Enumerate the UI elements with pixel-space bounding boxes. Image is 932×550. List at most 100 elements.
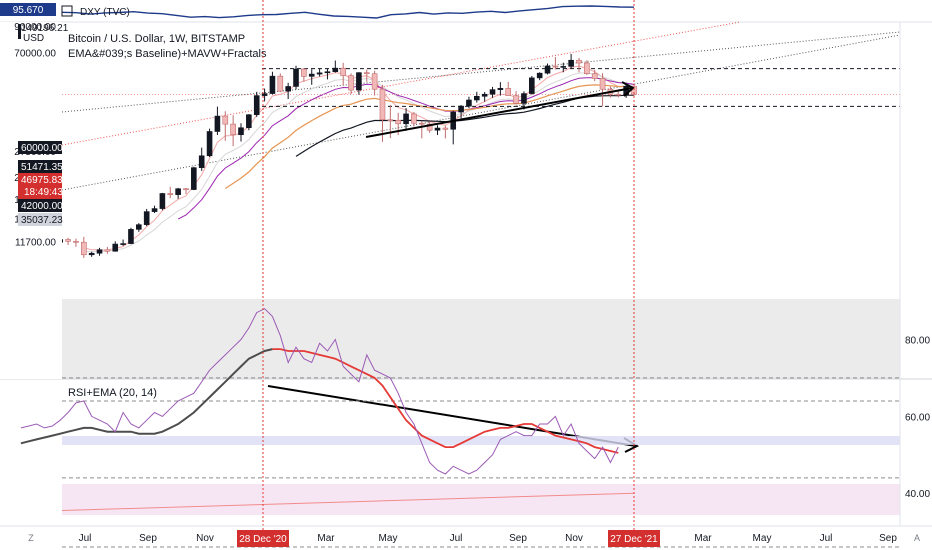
- price-label-stack: 60000.00 51471.35 46975.83 18:49:43 4200…: [18, 141, 63, 226]
- candle-body: [112, 243, 119, 252]
- candle-body: [458, 105, 464, 113]
- trend-lines: [61, 21, 901, 191]
- candle-body: [426, 123, 433, 131]
- time-tick-label: Sep: [139, 533, 157, 544]
- price-label-42000[interactable]: [18, 199, 62, 212]
- dxy-line-layer: [61, 5, 635, 19]
- horizontal-levels: [62, 68, 900, 107]
- candle-body: [261, 93, 268, 96]
- arrow-price-head: [621, 81, 635, 97]
- candle-body: [434, 127, 441, 131]
- scale-marker: [18, 24, 21, 39]
- candle-body: [88, 252, 95, 256]
- candle-body: [332, 67, 339, 73]
- candle-body: [136, 224, 142, 230]
- indicators-legend: EMA&#039;s Baseline)+MAVW+Fractals: [68, 48, 267, 60]
- price-label-text: 42000.00: [21, 201, 63, 212]
- price-tick-label: 11700.00: [15, 237, 56, 248]
- dxy-series-line: [61, 5, 635, 19]
- candle-body: [348, 75, 354, 91]
- price-label-51471[interactable]: [18, 160, 62, 173]
- candle-body: [191, 167, 197, 190]
- dxy-pane: [0, 0, 900, 22]
- candle-body: [246, 114, 252, 129]
- candle-body: [151, 208, 158, 212]
- time-tick-label: Nov: [196, 533, 214, 544]
- time-label-end[interactable]: [608, 530, 660, 547]
- candle-body: [316, 72, 323, 75]
- candle-body: [395, 120, 402, 125]
- main-price-pane[interactable]: [18, 21, 901, 453]
- rsi-title: RSI+EMA (20, 14): [68, 387, 157, 399]
- corner-left-icon[interactable]: Z: [28, 533, 34, 543]
- ema-medium-line: [83, 72, 635, 253]
- candle-body: [183, 188, 189, 191]
- time-tick-label: Mar: [317, 533, 335, 544]
- rsi-lines: [20, 308, 900, 548]
- corner-right-icon[interactable]: A: [914, 533, 920, 543]
- candle-body: [442, 127, 449, 130]
- rsi-pane[interactable]: [20, 308, 900, 548]
- candle-body: [591, 73, 598, 79]
- candle-body: [308, 73, 315, 77]
- time-tick-label: Sep: [879, 533, 897, 544]
- candle-body: [277, 75, 284, 92]
- candle-body: [238, 127, 244, 136]
- candle-body: [576, 59, 582, 64]
- candle-body: [167, 193, 174, 195]
- candle-body: [387, 119, 394, 122]
- candle-body: [285, 86, 291, 92]
- rsi-axis[interactable]: 80.00 60.00 40.00: [905, 335, 930, 500]
- candle-body: [513, 95, 519, 104]
- candle-body: [615, 93, 622, 96]
- candle-body: [466, 99, 472, 107]
- time-tick-label: Mar: [694, 533, 712, 544]
- candle-body: [356, 72, 362, 91]
- candle-body: [536, 72, 543, 79]
- candle-body: [324, 71, 331, 74]
- trend-line-lower: [61, 34, 901, 191]
- candle-body: [293, 68, 299, 87]
- candle-body: [120, 243, 126, 245]
- last-price-label[interactable]: [18, 173, 62, 199]
- candle-body: [481, 93, 488, 97]
- candle-body: [599, 78, 606, 90]
- candle-body: [65, 239, 71, 242]
- rsi-tick-label: 80.00: [905, 335, 930, 346]
- price-label-text: 35037.23: [21, 215, 63, 226]
- price-tick-label: 120000.00: [9, 0, 57, 2]
- candle-body: [175, 188, 181, 195]
- time-tick-label: Jul: [450, 533, 463, 544]
- price-label-35037[interactable]: [18, 213, 62, 226]
- price-label-text: 60000.00: [21, 143, 63, 154]
- rsi-lower-band: [62, 484, 900, 515]
- time-label-start[interactable]: [237, 530, 289, 547]
- dxy-price-label[interactable]: [0, 3, 56, 16]
- candles: [18, 53, 637, 270]
- rsi-line: [20, 308, 619, 475]
- price-tick-label: 90000.00: [14, 22, 56, 33]
- time-tick-label: Jul: [820, 533, 833, 544]
- gray-zone: [62, 299, 900, 379]
- candle-body: [371, 73, 378, 90]
- candle-body: [222, 115, 229, 125]
- time-axis[interactable]: Jul Sep Nov Mar May Jul Sep Nov Mar May Jul Sep: [79, 533, 898, 544]
- trend-line-upper: [61, 31, 901, 113]
- candle-body: [584, 62, 590, 75]
- candle-body: [340, 67, 346, 76]
- time-label-end-text: 27 Dec '21: [610, 534, 658, 545]
- candle-body: [253, 95, 260, 116]
- candle-body: [529, 77, 535, 94]
- time-tick-label: May: [379, 533, 398, 544]
- arrow-price-line: [365, 87, 633, 138]
- dxy-title: DXY (TVC): [80, 7, 130, 18]
- candle-body: [214, 115, 221, 132]
- candle-body: [159, 193, 166, 209]
- candle-body: [497, 88, 504, 90]
- price-label-60000[interactable]: [18, 141, 62, 154]
- currency-label: USD: [23, 33, 44, 44]
- dxy-collapse-icon[interactable]: [61, 5, 73, 17]
- rsi-tick-label: 40.00: [905, 489, 930, 500]
- candle-body: [379, 88, 386, 121]
